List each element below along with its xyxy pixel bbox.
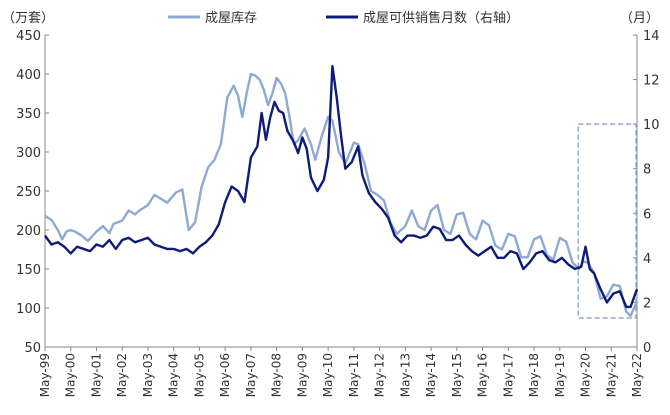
x-tick-label: May-17 [501,353,515,397]
left-tick-label: 100 [16,302,41,317]
legend: 成屋库存 成屋可供销售月数（右轴） [168,10,519,26]
right-tick-label: 0 [643,341,651,356]
x-tick-label: May-10 [321,353,335,397]
x-tick-label: May-06 [218,353,232,397]
x-tick-label: May-21 [604,353,618,397]
right-axis-unit: （月） [620,11,659,26]
right-tick-label: 4 [643,252,651,267]
right-tick-label: 2 [643,296,651,311]
x-tick-label: May-22 [630,353,644,397]
highlight-dashed-box [577,123,637,319]
x-tick-label: May-08 [270,353,284,397]
x-tick-label: May-02 [115,353,129,397]
x-tick-label: May-19 [553,353,567,397]
left-axis-unit: （万套） [2,10,54,26]
left-tick-label: 450 [16,29,41,44]
x-tick-label: May-18 [527,353,541,397]
right-tick-label: 14 [643,29,660,44]
right-tick-label: 12 [643,74,660,89]
right-tick-label: 8 [643,163,651,178]
x-tick-label: May-20 [579,353,593,397]
left-tick-label: 400 [16,68,41,83]
legend-label-months: 成屋可供销售月数（右轴） [363,10,519,26]
legend-label-inventory: 成屋库存 [205,10,257,26]
x-axis-ticks: May-99 May-00 May-01 May-02 May-03 May-04 May-… [38,347,644,397]
x-tick-label: May-13 [398,353,412,397]
right-tick-label: 6 [643,207,651,222]
x-tick-label: May-01 [89,353,103,397]
x-tick-label: May-12 [373,353,387,397]
series-line-months [44,65,639,309]
x-tick-label: May-05 [192,353,206,397]
x-tick-label: May-99 [38,353,52,397]
x-tick-label: May-00 [64,353,78,397]
x-tick-label: May-03 [141,353,155,397]
x-tick-label: May-07 [244,353,258,397]
annotation-layer [577,123,637,319]
x-tick-label: May-14 [424,353,438,397]
right-tick-label: 10 [643,118,660,133]
x-tick-label: May-16 [476,353,490,397]
series-layer [44,65,639,317]
left-tick-label: 300 [16,146,41,161]
left-tick-label: 50 [24,341,41,356]
left-axis-ticks: 50 100 150 200 250 300 350 400 450 [16,29,49,356]
left-tick-label: 150 [16,263,41,278]
left-tick-label: 200 [16,224,41,239]
series-line-inventory [44,72,639,317]
x-tick-label: May-04 [167,353,181,397]
left-tick-label: 350 [16,107,41,122]
x-tick-label: May-09 [295,353,309,397]
x-tick-label: May-11 [347,353,361,397]
left-tick-label: 250 [16,185,41,200]
x-tick-label: May-15 [450,353,464,397]
